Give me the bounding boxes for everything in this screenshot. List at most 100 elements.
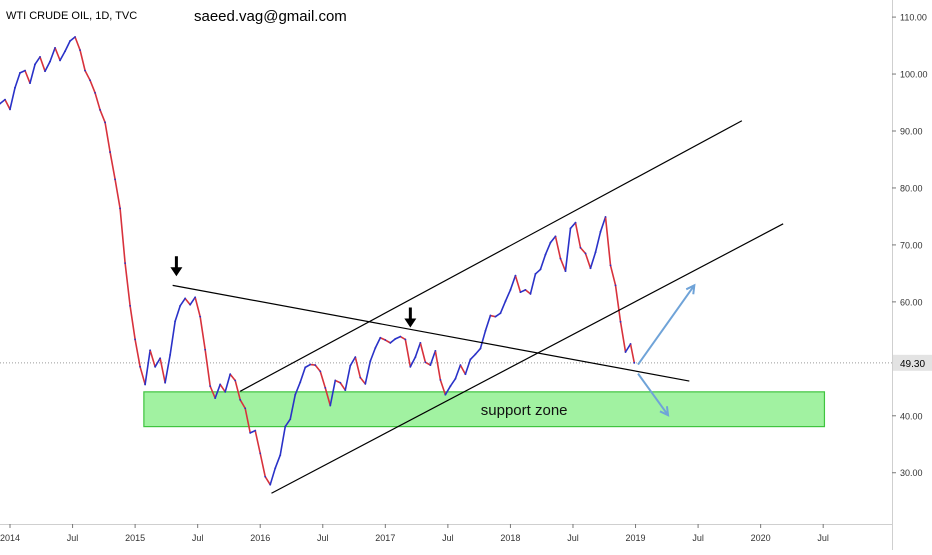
price-point [514,274,517,277]
price-point [439,379,442,381]
price-point [4,98,6,101]
price-segment [589,251,597,270]
price-point [369,360,372,363]
x-tick-label: Jul [192,533,204,543]
price-point [224,390,227,393]
price-segment [34,56,41,66]
price-point [259,452,262,455]
price-segment [239,399,247,410]
price-segment [469,353,477,361]
price-point [134,338,137,341]
price-point [229,373,232,376]
price-segment [529,273,537,295]
price-point [214,397,217,400]
x-tick-label: Jul [817,533,829,543]
price-point [424,361,427,364]
price-point [179,304,182,307]
price-segment [244,407,252,434]
price-segment [384,339,392,344]
price-segment [564,227,572,272]
price-segment [319,370,327,389]
x-tick-label: 2014 [0,533,20,543]
price-point [384,339,387,341]
marker-arrow-2015 [170,267,183,277]
price-segment [369,347,377,362]
price-segment [194,296,201,318]
channel-upper-line [239,120,743,392]
price-point [304,366,307,369]
price-point [234,379,237,382]
y-tick-label: 70.00 [900,240,923,250]
price-segment [249,429,257,434]
price-segment [514,274,522,293]
price-point [264,475,267,478]
price-point [39,56,41,58]
price-point [299,381,302,384]
price-point [129,304,132,307]
price-point [484,330,487,332]
descending-resistance-line [172,284,690,382]
price-segment [344,364,352,391]
price-segment [49,47,56,63]
price-point [279,454,282,456]
price-segment [599,216,607,233]
price-point [274,467,277,470]
price-point [539,268,542,271]
price-segment [419,342,427,364]
price-point [254,429,257,432]
price-segment [289,393,297,421]
price-segment [594,231,602,254]
price-segment [349,356,357,367]
price-point [104,121,106,124]
price-segment [89,79,96,94]
price-point [59,59,61,62]
price-point [49,60,51,63]
watermark-text: saeed.vag@gmail.com [194,8,347,25]
price-point [489,314,492,317]
price-segment [399,335,407,341]
price-point [509,289,512,291]
price-segment [74,36,81,51]
price-segment [454,364,462,380]
price-segment [544,241,552,256]
price-segment [464,358,472,376]
y-tick-label: 90.00 [900,127,923,137]
price-point [519,291,522,294]
price-segment [64,40,71,53]
price-point [444,393,447,396]
price-segment [524,289,532,295]
price-point [199,315,202,318]
y-tick-label: 60.00 [900,297,923,307]
price-segment [144,349,151,386]
y-tick-label: 30.00 [900,468,923,478]
price-point [79,49,81,52]
price-point [633,361,636,364]
price-point [529,292,532,295]
price-segment [494,312,502,318]
price-point [434,349,437,352]
x-tick-label: 2015 [125,533,145,543]
price-segment [164,354,171,384]
price-segment [414,342,422,358]
price-point [364,382,367,385]
price-point [249,431,252,434]
price-point [294,393,297,396]
price-segment [444,385,452,396]
price-point [594,251,597,254]
price-segment [139,365,146,386]
price-point [334,379,337,382]
price-segment [504,289,512,303]
price-point [454,377,457,380]
price-point [414,356,417,359]
x-tick-label: Jul [442,533,454,543]
marker-arrow-2017 [404,318,417,328]
price-segment [124,262,131,307]
price-segment [279,425,287,456]
price-segment [99,109,106,124]
price-segment [69,36,76,42]
projection-up-arrow [637,284,696,366]
price-segment [234,379,242,401]
price-segment [269,467,277,486]
